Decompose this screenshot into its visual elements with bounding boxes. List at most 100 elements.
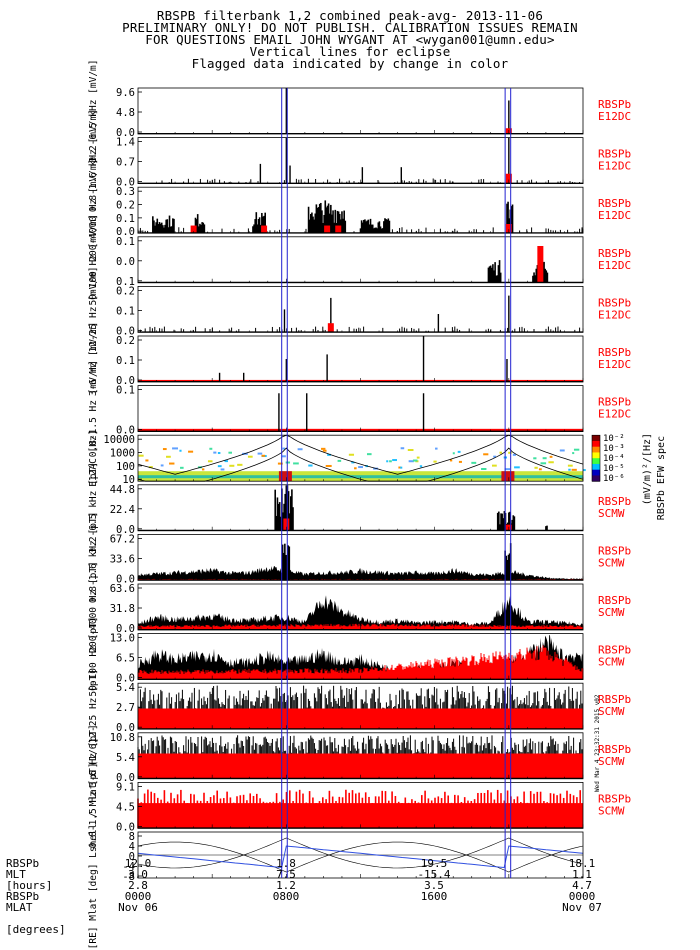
panel-7-spec-pixel: [491, 464, 497, 467]
panel-15-ytick-label: 0: [129, 851, 135, 863]
panel-2-ytick-label: 0.2: [116, 200, 135, 212]
panel-2-ytick-label: 0.1: [116, 213, 135, 225]
panel-3-ytick-label: 0.0: [116, 256, 135, 268]
panel-7-spec-pixel: [228, 451, 232, 454]
panel-7-spec-pixel: [457, 450, 461, 453]
panel-4-ylabel: 12-25 Hz [mV/m]: [88, 267, 99, 353]
panel-7-spec-pixel: [533, 457, 537, 460]
panel-5-tag-line2: E12DC: [598, 358, 631, 371]
panel-7-colorbar-segment: [592, 458, 600, 465]
panel-7-spec-pixel: [281, 455, 286, 458]
panel-7-spec-pixel: [407, 448, 414, 451]
panel-7-spec-pixel: [160, 464, 164, 467]
panel-6-frame: [137, 385, 584, 433]
panel-0-ytick-label: 0.0: [116, 127, 135, 139]
panel-15-ytick-label: -8: [122, 871, 135, 883]
panel-7-spec-pixel: [172, 447, 178, 450]
panel-12-tag-line1: RBSPb: [598, 693, 631, 706]
panel-15-lshell-curve: [137, 837, 584, 869]
panel-7-spec-pixel: [389, 460, 392, 463]
panel-4-frame: [137, 285, 584, 333]
panel-11-ytick-label: 0.0: [116, 673, 135, 685]
panel-2-flagged-block: [324, 225, 331, 234]
panel-7-spec-pixel: [297, 448, 303, 451]
panel-7-spec-pixel: [217, 465, 222, 468]
panel-11-ytick-label: 13.0: [110, 633, 135, 645]
panel-7-spec-pixel: [348, 453, 355, 456]
panel-2-flagged-block: [261, 225, 268, 234]
ephem-date-0: Nov 06: [118, 901, 158, 914]
panel-8-frame: [137, 484, 584, 532]
panel-7-spec-pixel: [354, 467, 357, 470]
title-line-5: Flagged data indicated by change in colo…: [191, 56, 509, 71]
panel-7-spec-pixel: [327, 453, 331, 456]
panel-1-tag-line1: RBSPb: [598, 148, 631, 161]
panel-7-spec-pixel: [538, 468, 542, 471]
panel-3-ytick-label: 0.1: [116, 276, 135, 288]
ephem-row-label-2: [hours]: [6, 879, 53, 892]
panel-7-spec-pixel: [293, 462, 299, 465]
panel-7-spec-pixel: [534, 466, 538, 469]
panel-7-colorbar-tick: 10⁻⁵: [603, 464, 625, 474]
panel-2-ylabel: 200-4000 Hz [mV/m]: [88, 159, 99, 262]
ephem-rad-3: 18.1: [568, 857, 596, 870]
panel-7-spec-pixel: [213, 451, 217, 454]
panel-7-spec-pixel: [224, 460, 228, 463]
panel-7-spec-pixel: [392, 459, 397, 462]
ephem-mlt-0: 3.0: [128, 868, 148, 881]
panel-4-ytick-label: 0.2: [116, 285, 135, 297]
panel-7-spec-pixel: [169, 462, 175, 465]
panel-5-ytick-label: 0.1: [116, 355, 135, 367]
ephem-time-0: 0000: [124, 890, 152, 903]
panel-7-spec-pixel: [386, 460, 389, 463]
panel-5-frame: [137, 335, 584, 383]
panel-14-ylabel: 0.8-1.5 Hz [pT]: [88, 763, 99, 849]
panel-7-spec-pixel: [559, 449, 565, 452]
panel-7-spec-pixel: [514, 466, 520, 469]
panel-7-spec-pixel: [162, 448, 167, 451]
panel-7-spec-pixel: [542, 457, 547, 460]
panel-6-ytick-label: 0.1: [116, 385, 135, 397]
panel-13-ytick-label: 5.4: [116, 752, 135, 764]
ephem-row-label-5: [degrees]: [6, 923, 66, 936]
panel-12-ytick-label: 0.0: [116, 722, 135, 734]
panel-10-ytick-label: 0.0: [116, 623, 135, 635]
panel-4-tag-line2: E12DC: [598, 308, 631, 321]
panel-7-spec-pixel: [282, 447, 286, 450]
panel-12-tag-line2: SCMW: [598, 705, 625, 718]
panel-7-colorbar-tick: 10⁻⁴: [603, 454, 625, 464]
panel-2-ytick-label: 0.0: [116, 226, 135, 238]
panel-7-spec-hot-2: [501, 471, 515, 482]
panel-5-ytick-label: 0.0: [116, 375, 135, 387]
ephem-rad-0: 12.0: [124, 857, 152, 870]
panel-7-spec-pixel: [567, 464, 573, 467]
panel-6-ytick-label: 0.0: [116, 425, 135, 437]
panel-7-spec-pixel: [285, 461, 291, 464]
panel-8-ytick-label: 0.0: [116, 524, 135, 536]
panel-15-rad-curve: [137, 841, 584, 873]
panel-7-ytick-label: 10000: [103, 434, 135, 446]
panel-8-ytick-label: 44.8: [110, 484, 135, 496]
panel-7-spec-pixel: [188, 450, 194, 453]
panel-0-ylabel: 3.2-6.5 kHz [mV/m]: [88, 60, 99, 163]
panel-10-ylabel: 200-4000 Hz [pT]: [88, 561, 99, 653]
ephem-mlt-3: 1.1: [572, 868, 592, 881]
panel-7-spec-pixel: [548, 461, 554, 464]
panel-11-ytick-label: 6.5: [116, 653, 135, 665]
panel-6-tag-line2: E12DC: [598, 408, 631, 421]
panel-7-spec-pixel: [229, 464, 235, 467]
ephem-row-label-4: MLAT: [6, 901, 33, 914]
panel-0-tag-line1: RBSPb: [598, 98, 631, 111]
panel-7-spec-pixel: [201, 468, 205, 471]
panel-2-flagged-block: [505, 224, 512, 234]
panel-15-mlat-curve: [137, 845, 584, 869]
panel-10-tag-line2: SCMW: [598, 606, 625, 619]
panel-7-ytick-label: 1000: [110, 448, 135, 460]
panel-7-colorbar-segment: [592, 452, 600, 459]
panel-7-spec-pixel: [416, 456, 420, 459]
panel-7-spec-pixel: [512, 453, 516, 456]
panel-7-spec-pixel: [277, 462, 283, 465]
panel-7-spec-pixel: [471, 461, 477, 464]
ephem-lat-0: 2.8: [128, 879, 148, 892]
panel-14-ytick-label: 9.1: [116, 781, 135, 793]
